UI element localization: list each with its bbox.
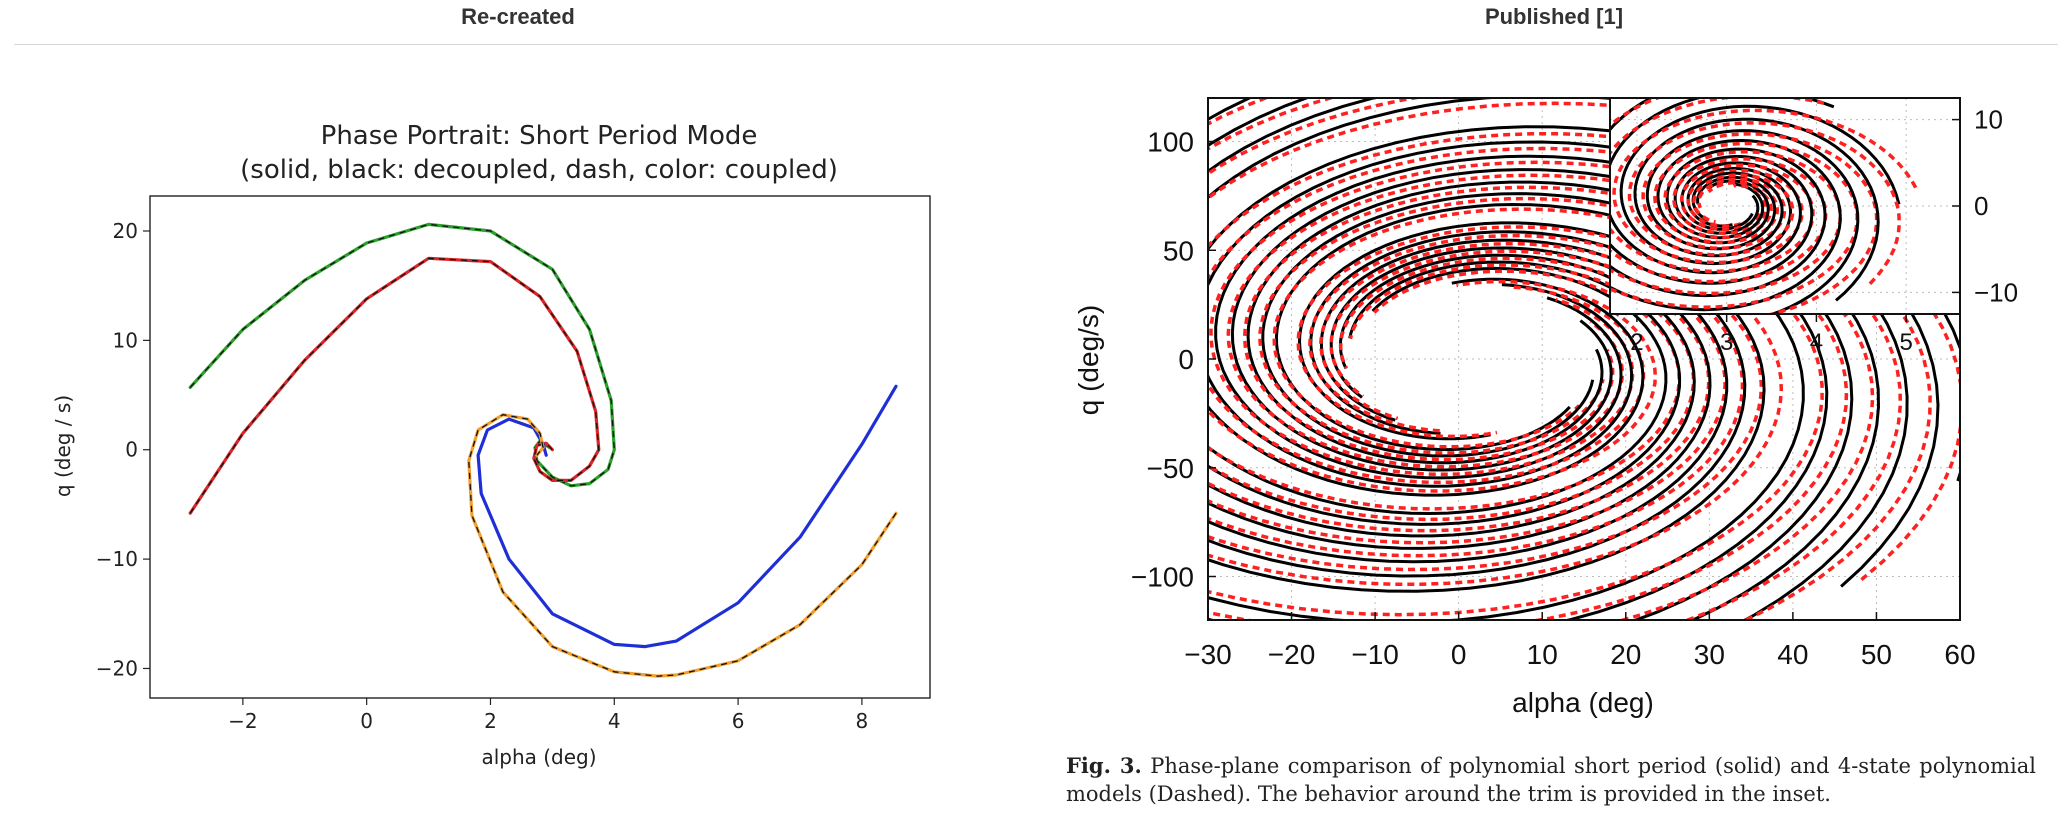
y-tick-label: −10 xyxy=(96,547,138,571)
inset-x-tick-label: 3 xyxy=(1720,329,1733,356)
inset-x-tick-label: 4 xyxy=(1810,329,1823,356)
dashed-trajectory xyxy=(1208,225,1784,587)
figure-caption: Fig. 3. Phase-plane comparison of polyno… xyxy=(1066,752,2036,808)
inset-x-tick-label: 2 xyxy=(1630,329,1643,356)
caption-text: Phase-plane comparison of polynomial sho… xyxy=(1066,754,2036,806)
inset-dashed-trajectory xyxy=(1610,98,1828,284)
pub-y-tick-label: 50 xyxy=(1163,235,1194,266)
left-column-header: Re-created xyxy=(461,4,575,29)
pub-x-tick-label: −20 xyxy=(1268,639,1316,670)
inset-dashed-trajectory xyxy=(1610,149,1843,296)
inset-trajectory-group xyxy=(1610,98,1918,314)
pub-x-tick-label: 40 xyxy=(1777,639,1808,670)
series-2-line xyxy=(476,384,898,649)
series-0-decoupled-dash xyxy=(189,223,615,487)
dashed-trajectory xyxy=(1208,98,1878,522)
plot-frame xyxy=(149,195,931,699)
pub-y-tick-label: 0 xyxy=(1178,344,1194,375)
inset-solid-trajectory xyxy=(1645,129,1860,314)
pub-x-tick-label: 10 xyxy=(1527,639,1558,670)
series-3-decoupled-dash xyxy=(468,414,897,677)
caption-label: Fig. 3. xyxy=(1066,753,1142,778)
y-tick-label: −20 xyxy=(96,656,138,680)
inset-dashed-trajectory xyxy=(1641,132,1879,314)
y-tick-label: 0 xyxy=(125,438,138,462)
inset-y-tick-label: 10 xyxy=(1974,105,2003,135)
inset-x-tick-label: 5 xyxy=(1899,329,1912,356)
header-divider xyxy=(14,44,2058,45)
solid-trajectory xyxy=(1208,98,1857,526)
solid-trajectory xyxy=(1208,98,1696,538)
x-tick-label: 8 xyxy=(856,709,869,733)
pub-y-tick-label: 100 xyxy=(1147,127,1194,158)
pub-x-tick-label: 60 xyxy=(1944,639,1975,670)
pub-x-tick-label: 0 xyxy=(1451,639,1467,670)
right-column-header: Published [1] xyxy=(1484,4,1624,29)
recreated-phase-portrait-chart: Phase Portrait: Short Period Mode (solid… xyxy=(51,121,931,769)
x-axis-label: alpha (deg) xyxy=(481,745,596,769)
pub-x-axis-label: alpha (deg) xyxy=(1512,687,1654,718)
x-tick-label: 0 xyxy=(360,709,373,733)
inset-y-tick-label: 0 xyxy=(1974,191,1988,221)
chart-subtitle: (solid, black: decoupled, dash, color: c… xyxy=(240,155,838,185)
dashed-trajectory xyxy=(1208,101,1960,511)
inset-solid-trajectory xyxy=(1610,147,1827,298)
dashed-trajectory xyxy=(1208,233,1764,572)
pub-x-tick-label: 30 xyxy=(1694,639,1725,670)
dashed-trajectory xyxy=(1208,196,1849,620)
x-tick-label: 4 xyxy=(608,709,621,733)
x-tick-label: 6 xyxy=(732,709,745,733)
x-tick-label: 2 xyxy=(484,709,497,733)
pub-y-tick-label: −100 xyxy=(1131,562,1194,593)
solid-trajectory xyxy=(1208,202,1805,620)
y-tick-label: 20 xyxy=(113,219,138,243)
dashed-trajectory xyxy=(1208,207,1824,617)
x-tick-label: −2 xyxy=(228,709,257,733)
y-axis-label: q (deg / s) xyxy=(51,395,75,497)
pub-x-tick-label: −10 xyxy=(1351,639,1399,670)
pub-y-tick-label: −50 xyxy=(1147,453,1195,484)
y-tick-label: 10 xyxy=(113,328,138,352)
dashed-trajectory xyxy=(1208,98,1745,558)
chart-title: Phase Portrait: Short Period Mode xyxy=(321,121,758,151)
pub-x-tick-label: −30 xyxy=(1184,639,1232,670)
inset-y-tick-label: −10 xyxy=(1974,277,2018,307)
pub-y-axis-label: q (deg/s) xyxy=(1073,305,1104,416)
series-1-decoupled-dash xyxy=(189,257,600,514)
inset-solid-trajectory xyxy=(1610,138,1842,312)
solid-trajectory xyxy=(1208,98,1712,550)
pub-x-tick-label: 20 xyxy=(1610,639,1641,670)
pub-x-tick-label: 50 xyxy=(1861,639,1892,670)
